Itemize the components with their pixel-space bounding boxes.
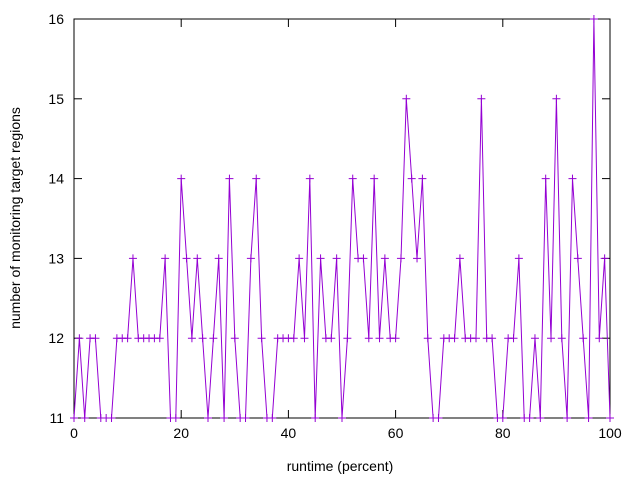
data-point: [198, 334, 207, 343]
data-point: [541, 174, 550, 183]
data-point: [305, 174, 314, 183]
data-point: [434, 414, 443, 422]
data-point: [472, 334, 480, 343]
data-point: [573, 254, 582, 263]
data-point: [91, 334, 100, 343]
data-point: [525, 414, 534, 422]
data-point: [498, 414, 507, 422]
data-point: [268, 414, 277, 422]
data-point: [584, 414, 593, 422]
data-point: [402, 94, 411, 103]
data-point: [455, 254, 464, 263]
data-point: [161, 254, 170, 263]
series-layer: [70, 15, 614, 422]
x-tick-label: 0: [70, 425, 78, 441]
y-tick-label: 12: [48, 330, 64, 346]
tick-labels: 0 20 40 60 80 100 11 12 13 14 15 16: [48, 11, 621, 441]
y-tick-label: 16: [48, 11, 64, 27]
data-point: [514, 254, 523, 263]
data-point: [589, 15, 598, 23]
data-point: [204, 414, 212, 422]
data-point: [359, 254, 368, 263]
data-point: [230, 334, 239, 343]
data-point: [348, 174, 357, 183]
axes: [73, 18, 611, 419]
data-point: [568, 174, 577, 183]
data-point: [123, 334, 132, 343]
x-axis-label: runtime (percent): [287, 458, 394, 474]
data-point: [380, 254, 389, 263]
x-tick-label: 40: [281, 425, 297, 441]
data-point: [182, 254, 191, 263]
data-point: [407, 174, 416, 183]
data-point: [80, 414, 89, 422]
data-point: [209, 334, 218, 343]
x-tick-label: 20: [173, 425, 189, 441]
data-point: [391, 334, 400, 343]
data-point: [343, 334, 352, 343]
data-point: [530, 334, 539, 343]
data-point: [370, 174, 379, 183]
data-point: [220, 414, 229, 422]
data-point: [225, 174, 234, 183]
data-point: [316, 254, 325, 263]
y-tick-label: 14: [48, 171, 64, 187]
y-tick-label: 11: [49, 410, 64, 426]
data-point: [193, 254, 202, 263]
data-point: [477, 94, 486, 103]
x-tick-label: 60: [388, 425, 404, 441]
data-point: [595, 334, 604, 343]
data-point: [187, 334, 196, 343]
data-point: [509, 334, 518, 343]
x-tick-label: 80: [495, 425, 511, 441]
data-point: [606, 414, 614, 422]
data-point: [300, 334, 309, 343]
tick-marks: [73, 18, 611, 419]
data-point: [600, 254, 609, 263]
y-axis-label: number of monitoring target regions: [7, 107, 23, 329]
data-point: [289, 334, 298, 343]
data-point: [338, 414, 346, 422]
data-point: [552, 94, 561, 103]
data-point: [107, 414, 116, 422]
data-point: [488, 334, 497, 343]
data-point: [177, 174, 186, 183]
data-point: [423, 334, 432, 343]
data-point: [295, 254, 304, 263]
data-point: [450, 334, 459, 343]
data-point: [155, 334, 164, 343]
y-tick-label: 13: [48, 250, 64, 266]
data-point: [128, 254, 137, 263]
data-point: [171, 414, 180, 422]
data-point: [413, 254, 422, 263]
data-point: [563, 414, 572, 422]
series-line: [73, 18, 611, 419]
data-point: [241, 414, 250, 422]
data-point: [75, 334, 84, 343]
data-point: [396, 254, 405, 263]
data-point: [257, 334, 266, 343]
data-point: [375, 334, 384, 343]
data-point: [246, 254, 255, 263]
y-tick-label: 15: [48, 91, 64, 107]
data-point: [70, 414, 78, 422]
data-point: [579, 334, 588, 343]
data-point: [252, 174, 261, 183]
data-point: [557, 334, 566, 343]
data-point: [547, 334, 556, 343]
data-point: [364, 334, 373, 343]
plot-frame: [73, 18, 611, 419]
data-point: [327, 334, 336, 343]
data-point: [214, 254, 223, 263]
data-point: [311, 414, 320, 422]
data-point: [332, 254, 341, 263]
data-point: [536, 414, 545, 422]
x-tick-label: 100: [598, 425, 622, 441]
data-point: [418, 174, 427, 183]
